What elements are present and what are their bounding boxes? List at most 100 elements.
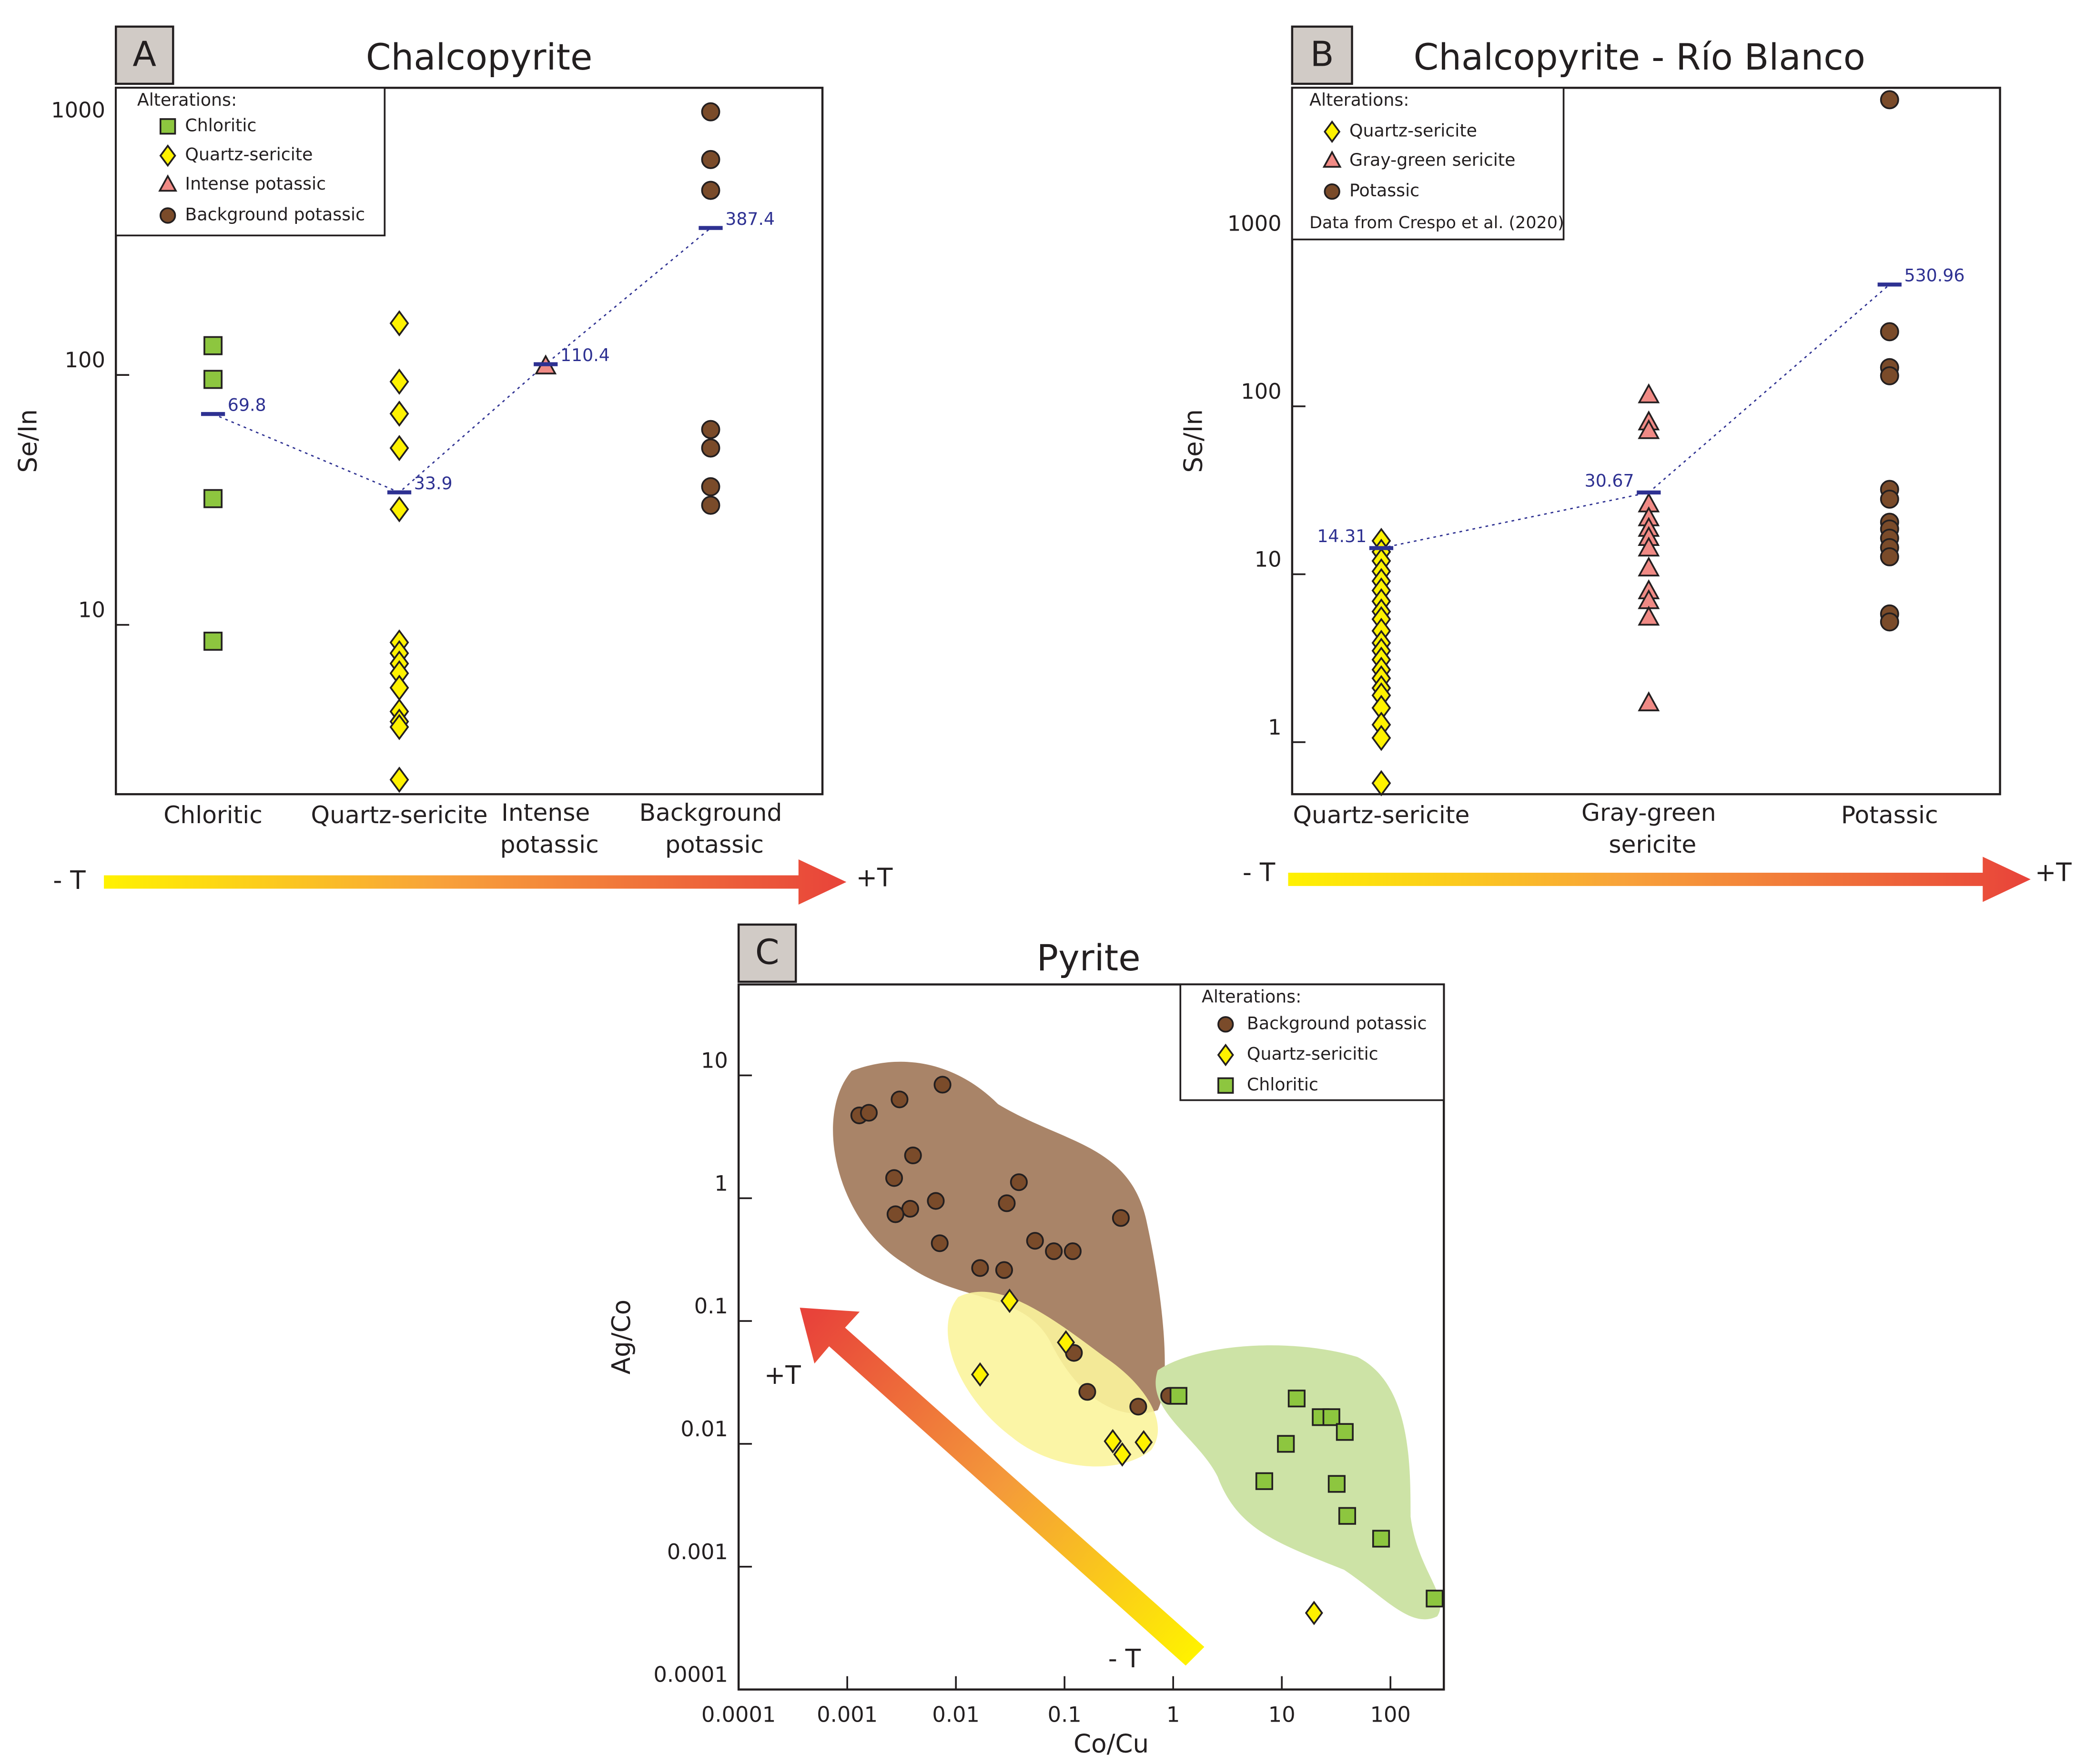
marker-circle (927, 1192, 945, 1210)
chart-title: Chalcopyrite (366, 36, 593, 78)
field-quartz-sericitic (948, 1291, 1158, 1467)
mean-label: 14.31 (1317, 526, 1367, 546)
marker-circle (701, 420, 720, 439)
marker-diamond (389, 496, 409, 523)
marker-square (203, 489, 223, 508)
mean-label: 387.4 (725, 209, 775, 229)
marker-circle (1112, 1209, 1130, 1227)
legend-title: Alterations: (1309, 90, 1409, 110)
legend-label: Background potassic (1247, 1013, 1427, 1033)
plot-frame (737, 983, 1445, 1691)
x-tick-label: 0.001 (817, 1702, 878, 1727)
x-tick-label: 0.01 (932, 1702, 979, 1727)
legend-label: Quartz-sericite (185, 144, 313, 165)
mean-label: 33.9 (414, 473, 453, 494)
legend-label: Intense potassic (185, 173, 326, 194)
marker-triangle (1638, 419, 1660, 439)
marker-circle (886, 1205, 904, 1223)
marker-diamond (971, 1362, 989, 1387)
annotation: - T (53, 866, 86, 895)
y-tick-label: 0.0001 (654, 1663, 728, 1687)
mean-label: 110.4 (560, 345, 610, 365)
annotation: +T (764, 1361, 801, 1390)
marker-diamond (159, 144, 176, 167)
marker-triangle (1638, 691, 1660, 712)
legend-label: Gray-green sericite (1349, 150, 1515, 170)
marker-circle (1880, 489, 1899, 509)
x-tick-label: Quartz-sericite (311, 801, 488, 829)
marker-square (1336, 1423, 1354, 1441)
legend-label: Background potassic (185, 204, 365, 224)
panel-label: A (132, 35, 156, 75)
field-chloritic (1155, 1345, 1440, 1620)
marker-square (1426, 1590, 1444, 1608)
marker-triangle (1638, 536, 1660, 557)
legend-label: Chloritic (1247, 1074, 1318, 1095)
panel-label-box (737, 923, 797, 983)
marker-square (1338, 1507, 1357, 1525)
y-axis-label: Se/In (1179, 409, 1208, 473)
marker-circle (1045, 1242, 1063, 1260)
chart-title: Chalcopyrite - Río Blanco (1414, 36, 1865, 78)
marker-diamond (389, 714, 409, 740)
marker-diamond (389, 675, 409, 701)
marker-circle (1880, 322, 1899, 342)
marker-circle (1324, 183, 1340, 200)
marker-circle (885, 1169, 903, 1187)
mean-connector (213, 227, 711, 494)
marker-circle (1078, 1383, 1096, 1401)
x-tick-label: Intense potassic (493, 798, 599, 858)
y-tick-label: 1000 (1227, 211, 1282, 236)
y-tick-label: 1 (714, 1171, 728, 1196)
marker-circle (904, 1146, 922, 1165)
marker-circle (995, 1261, 1013, 1279)
marker-circle (1880, 612, 1899, 632)
marker-diamond (1104, 1429, 1122, 1454)
marker-circle (701, 438, 720, 458)
marker-square (1287, 1390, 1306, 1408)
panel-label-box (1291, 25, 1353, 85)
annotation: - T (1108, 1644, 1141, 1673)
y-axis-label: Ag/Co (607, 1300, 636, 1374)
x-tick-label: Potassic (1841, 801, 1938, 829)
x-tick-label: Chloritic (163, 801, 263, 829)
marker-square (1169, 1387, 1187, 1405)
plot-frame (114, 87, 824, 796)
marker-square (1322, 1408, 1340, 1426)
annotation: +T (2035, 857, 2072, 887)
marker-circle (891, 1090, 909, 1109)
marker-square (203, 336, 223, 355)
marker-circle (933, 1076, 952, 1094)
marker-circle (159, 207, 176, 224)
marker-diamond (1134, 1430, 1153, 1455)
marker-circle (701, 477, 720, 496)
legend-label: Quartz-sericite (1349, 120, 1477, 141)
marker-diamond (389, 310, 409, 337)
marker-diamond (1000, 1289, 1019, 1313)
mean-label: 69.8 (228, 394, 266, 415)
y-tick-label: 0.1 (694, 1294, 728, 1319)
marker-diamond (1371, 725, 1391, 751)
mean-connector (1381, 284, 1890, 549)
marker-circle (1026, 1232, 1044, 1250)
legend-label: Potassic (1349, 180, 1419, 201)
mean-label: 530.96 (1904, 265, 1965, 286)
marker-square (1327, 1475, 1346, 1493)
marker-square (203, 370, 223, 389)
x-tick-label: Background potassic (639, 798, 782, 858)
marker-circle (1063, 1242, 1082, 1260)
marker-diamond (389, 766, 409, 793)
y-tick-label: 100 (1241, 379, 1281, 404)
marker-diamond (1305, 1601, 1323, 1625)
legend-title: Alterations: (1202, 986, 1301, 1007)
y-tick-label: 1 (1268, 715, 1281, 740)
marker-square (203, 632, 223, 651)
y-tick-label: 10 (701, 1048, 728, 1073)
marker-triangle (1322, 150, 1342, 168)
marker-diamond (1217, 1043, 1234, 1067)
temperature-arrow (1288, 857, 2031, 902)
y-tick-label: 100 (65, 348, 105, 373)
plot-frame (1291, 87, 2001, 796)
marker-diamond (1113, 1442, 1132, 1467)
